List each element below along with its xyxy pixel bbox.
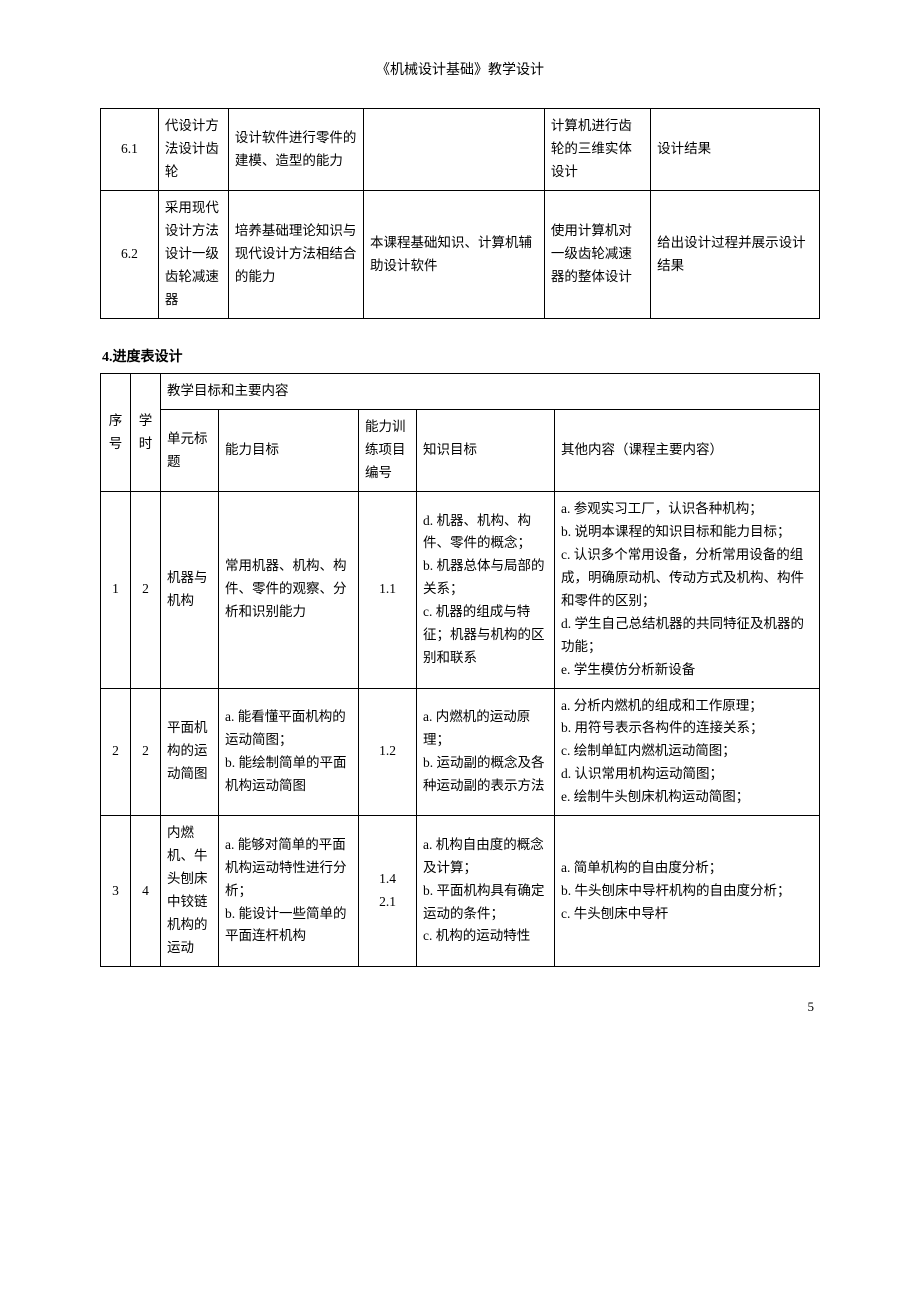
cell: 采用现代设计方法设计一级齿轮减速器 — [158, 191, 228, 319]
header-hours: 学时 — [131, 374, 161, 492]
cell-knowledge: a. 机构自由度的概念及计算；b. 平面机构具有确定运动的条件；c. 机构的运动… — [417, 816, 555, 967]
cell-other: a. 简单机构的自由度分析；b. 牛头刨床中导杆机构的自由度分析；c. 牛头刨床… — [555, 816, 820, 967]
cell-knowledge: d. 机器、机构、构件、零件的概念；b. 机器总体与局部的关系；c. 机器的组成… — [417, 492, 555, 689]
cell-ability: a. 能够对简单的平面机构运动特性进行分析；b. 能设计一些简单的平面连杆机构 — [219, 816, 359, 967]
cell-seq: 2 — [101, 688, 131, 816]
page-header: 《机械设计基础》教学设计 — [100, 60, 820, 82]
cell: 给出设计过程并展示设计结果 — [651, 191, 820, 319]
cell-ability: 常用机器、机构、构件、零件的观察、分析和识别能力 — [219, 492, 359, 689]
table-row: 2 2 平面机构的运动简图 a. 能看懂平面机构的运动简图；b. 能绘制简单的平… — [101, 688, 820, 816]
table-1: 6.1 代设计方法设计齿轮 设计软件进行零件的建模、造型的能力 计算机进行齿轮的… — [100, 108, 820, 319]
page-number: 5 — [100, 997, 820, 1018]
cell: 设计软件进行零件的建模、造型的能力 — [228, 109, 363, 191]
table-row: 6.2 采用现代设计方法设计一级齿轮减速器 培养基础理论知识与现代设计方法相结合… — [101, 191, 820, 319]
cell-no: 6.1 — [101, 109, 159, 191]
header-knowledge: 知识目标 — [417, 410, 555, 492]
cell-training: 1.1 — [359, 492, 417, 689]
cell-unit: 平面机构的运动简图 — [161, 688, 219, 816]
cell: 计算机进行齿轮的三维实体设计 — [544, 109, 650, 191]
cell-seq: 3 — [101, 816, 131, 967]
cell-ability: a. 能看懂平面机构的运动简图；b. 能绘制简单的平面机构运动简图 — [219, 688, 359, 816]
cell: 本课程基础知识、计算机辅助设计软件 — [363, 191, 544, 319]
cell-other: a. 参观实习工厂，认识各种机构；b. 说明本课程的知识目标和能力目标；c. 认… — [555, 492, 820, 689]
cell-knowledge: a. 内燃机的运动原理；b. 运动副的概念及各种运动副的表示方法 — [417, 688, 555, 816]
table-row: 1 2 机器与机构 常用机器、机构、构件、零件的观察、分析和识别能力 1.1 d… — [101, 492, 820, 689]
cell-no: 6.2 — [101, 191, 159, 319]
header-training: 能力训练项目编号 — [359, 410, 417, 492]
header-other: 其他内容（课程主要内容） — [555, 410, 820, 492]
header-seq: 序号 — [101, 374, 131, 492]
cell-seq: 1 — [101, 492, 131, 689]
table-row: 6.1 代设计方法设计齿轮 设计软件进行零件的建模、造型的能力 计算机进行齿轮的… — [101, 109, 820, 191]
cell: 设计结果 — [651, 109, 820, 191]
header-unit: 单元标题 — [161, 410, 219, 492]
section-title: 4.进度表设计 — [102, 347, 820, 369]
cell-hours: 4 — [131, 816, 161, 967]
cell: 使用计算机对一级齿轮减速器的整体设计 — [544, 191, 650, 319]
table-2: 序号 学时 教学目标和主要内容 单元标题 能力目标 能力训练项目编号 知识目标 … — [100, 373, 820, 967]
header-group: 教学目标和主要内容 — [161, 374, 820, 410]
cell-hours: 2 — [131, 492, 161, 689]
header-ability: 能力目标 — [219, 410, 359, 492]
cell-training: 1.2 — [359, 688, 417, 816]
table-row: 3 4 内燃机、牛头刨床中铰链机构的运动 a. 能够对简单的平面机构运动特性进行… — [101, 816, 820, 967]
cell-unit: 机器与机构 — [161, 492, 219, 689]
table-header-row: 单元标题 能力目标 能力训练项目编号 知识目标 其他内容（课程主要内容） — [101, 410, 820, 492]
cell: 代设计方法设计齿轮 — [158, 109, 228, 191]
cell-unit: 内燃机、牛头刨床中铰链机构的运动 — [161, 816, 219, 967]
cell-training: 1.42.1 — [359, 816, 417, 967]
cell: 培养基础理论知识与现代设计方法相结合的能力 — [228, 191, 363, 319]
cell-hours: 2 — [131, 688, 161, 816]
cell — [363, 109, 544, 191]
table-header-row: 序号 学时 教学目标和主要内容 — [101, 374, 820, 410]
cell-other: a. 分析内燃机的组成和工作原理；b. 用符号表示各构件的连接关系；c. 绘制单… — [555, 688, 820, 816]
